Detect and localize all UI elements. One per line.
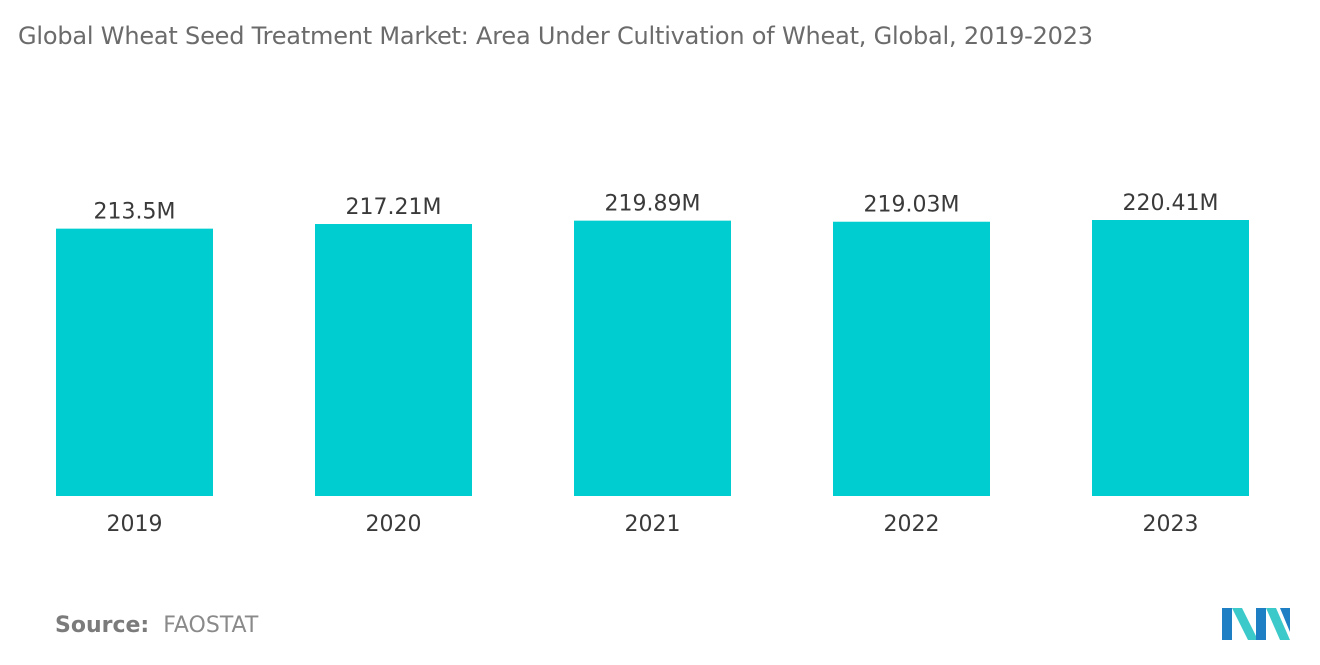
x-tick-label-2023: 2023 bbox=[1143, 512, 1199, 537]
value-label-2019: 213.5M bbox=[94, 200, 176, 225]
source-note: Source: FAOSTAT bbox=[55, 613, 258, 638]
mordor-intelligence-logo-icon bbox=[1222, 608, 1290, 640]
value-label-2020: 217.21M bbox=[346, 195, 442, 220]
bars-layer bbox=[56, 220, 1249, 497]
x-tick-label-2022: 2022 bbox=[884, 512, 940, 537]
bar-2020 bbox=[315, 224, 472, 496]
bar-chart: 213.5M 217.21M 219.89M 219.03M 220.41M 2019 2… bbox=[56, 191, 1249, 537]
bar-2021 bbox=[574, 220, 731, 496]
chart-title: Global Wheat Seed Treatment Market: Area… bbox=[18, 22, 1093, 50]
value-label-2023: 220.41M bbox=[1123, 191, 1219, 216]
x-axis-tick-labels: 2019 2020 2021 2022 2023 bbox=[107, 512, 1199, 537]
bar-2022 bbox=[833, 221, 990, 496]
x-tick-label-2020: 2020 bbox=[366, 512, 422, 537]
source-label: Source: bbox=[55, 613, 150, 638]
bar-2023 bbox=[1092, 220, 1249, 496]
value-label-2022: 219.03M bbox=[864, 193, 960, 218]
value-label-2021: 219.89M bbox=[605, 192, 701, 217]
x-tick-label-2019: 2019 bbox=[107, 512, 163, 537]
value-labels-layer: 213.5M 217.21M 219.89M 219.03M 220.41M bbox=[94, 191, 1219, 225]
source-value: FAOSTAT bbox=[163, 613, 259, 638]
x-tick-label-2021: 2021 bbox=[625, 512, 681, 537]
bar-2019 bbox=[56, 228, 213, 497]
